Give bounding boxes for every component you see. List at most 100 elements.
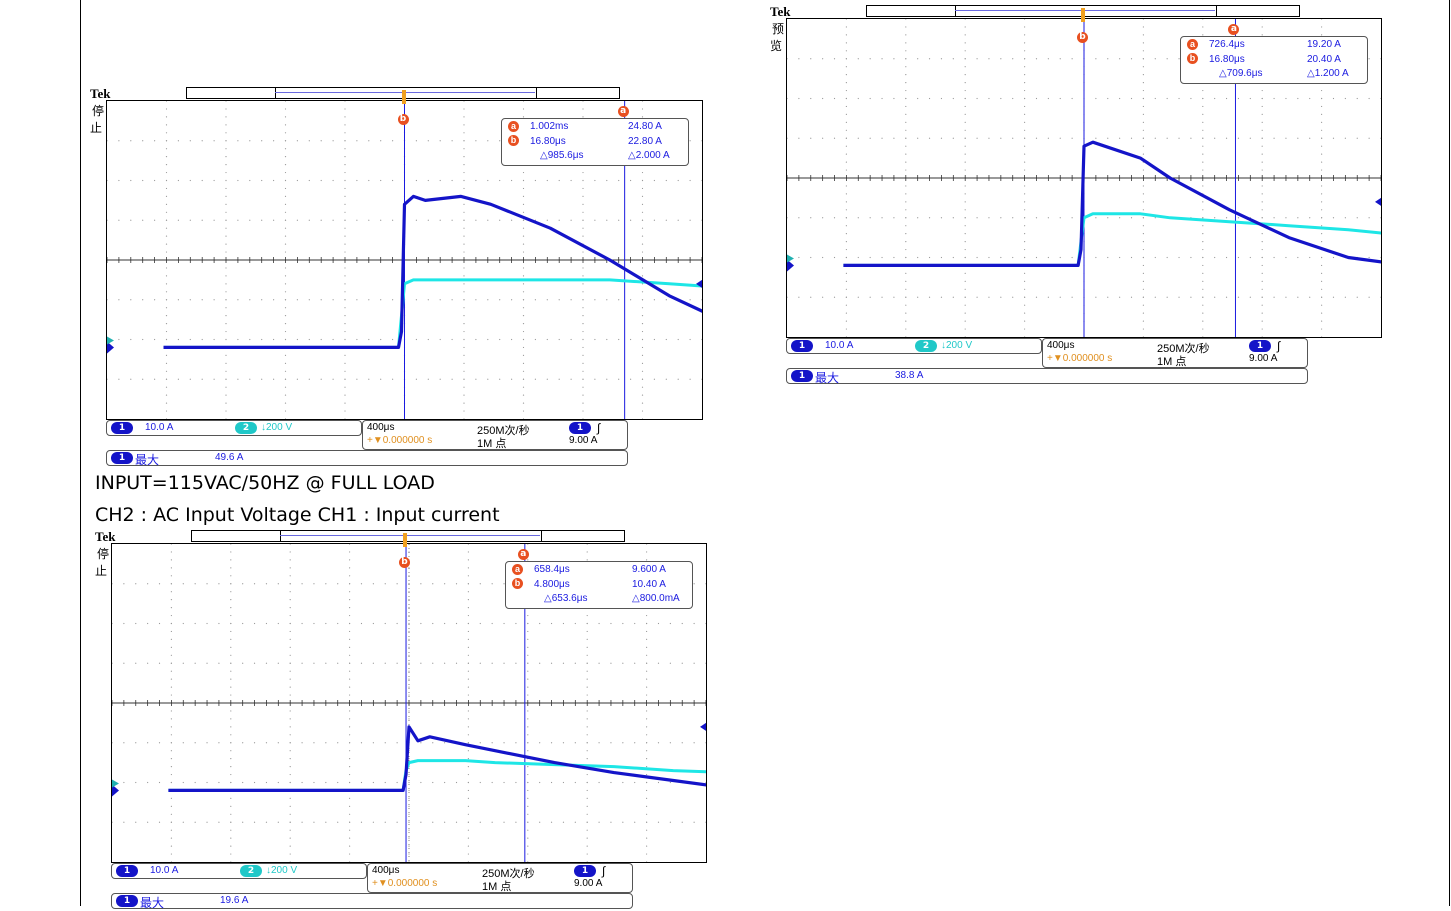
graticule-dot (1142, 312, 1144, 314)
graticule-dot (1024, 272, 1026, 274)
graticule-dot (693, 742, 695, 744)
graticule-dot (689, 219, 691, 221)
graticule-dot (1321, 241, 1323, 243)
graticule-dot (325, 781, 327, 784)
meas-channel-badge: 1 (116, 895, 138, 907)
graticule-dot (194, 622, 196, 625)
graticule-dot (165, 283, 168, 285)
graticule-dot (1024, 42, 1026, 44)
graticule-dot (1309, 137, 1311, 139)
graticule-dot (964, 137, 966, 139)
graticule-dot (135, 583, 137, 585)
graticule-dot (618, 338, 620, 341)
graticule-dot (988, 137, 990, 139)
graticule-dot (646, 614, 648, 617)
graticule-dot (1047, 296, 1049, 298)
cursor-a-marker: a (1228, 16, 1240, 35)
graticule-dot (1261, 137, 1263, 139)
graticule-dot (833, 97, 836, 100)
graticule-dot (1225, 97, 1228, 100)
graticule-dot (1237, 97, 1240, 100)
graticule-dot (420, 742, 422, 744)
graticule-dot (1321, 320, 1323, 322)
graticule-dot (669, 662, 671, 664)
graticule-dot (1035, 137, 1038, 139)
graticule-dot (845, 193, 847, 195)
graticule-dot (905, 19, 907, 20)
graticule-dot (230, 559, 232, 561)
graticule-dot (905, 82, 907, 84)
graticule-dot (964, 58, 966, 60)
graticule-dot (349, 583, 351, 585)
graticule-dot (1261, 217, 1263, 219)
graticule-dot (646, 662, 648, 664)
graticule-dot (467, 734, 469, 736)
graticule-dot (177, 179, 179, 182)
graticule-dot (1225, 217, 1228, 219)
graticule-dot (463, 219, 465, 221)
graticule-dot (261, 378, 263, 380)
graticule-dot (242, 622, 244, 625)
scope-title: Tek停止 (90, 86, 110, 136)
graticule-dot (822, 256, 824, 259)
graticule-dot (284, 267, 287, 269)
graticule-dot (1178, 137, 1180, 139)
graticule-dot (527, 622, 529, 625)
graticule-dot (194, 583, 196, 585)
graticule-dot (118, 179, 120, 182)
graticule-dot (225, 307, 227, 309)
timebase-status-box: 400μs +▼0.000000 s 250M次/秒 1M 点 1 ∫ 9.00 A (362, 420, 628, 450)
graticule-dot (289, 837, 291, 839)
measurement-box: 1 最大 38.8 A (786, 368, 1308, 385)
graticule-dot (467, 813, 469, 815)
ch2-scale: ↓200 V (266, 865, 298, 876)
graticule-dot (511, 338, 513, 341)
graticule-dot (833, 58, 836, 60)
graticule-dot (1321, 312, 1323, 314)
graticule-dot (527, 773, 529, 776)
graticule-dot (349, 638, 351, 640)
graticule-dot (225, 418, 227, 419)
graticule-dot (964, 320, 966, 322)
graticule-dot (669, 821, 671, 823)
graticule-dot (1024, 193, 1026, 195)
graticule-dot (798, 58, 800, 60)
graticule-dot (360, 662, 363, 664)
cursor-delta-value: △1.200 A (1307, 68, 1349, 79)
graticule-dot (646, 797, 648, 799)
graticule-dot (1344, 296, 1346, 298)
graticule-dot (582, 171, 584, 174)
graticule-dot (503, 662, 505, 664)
graticule-dot (432, 821, 434, 823)
graticule-dot (511, 219, 513, 221)
graticule-dot (586, 726, 588, 728)
graticule-dot (701, 179, 702, 182)
graticule-dot (308, 378, 310, 380)
graticule-dot (225, 402, 227, 404)
graticule-dot (165, 235, 168, 237)
graticule-dot (1237, 137, 1240, 139)
graticule-dot (798, 97, 800, 100)
graticule-dot (928, 217, 931, 219)
scope-title: Tek预览 (770, 4, 790, 54)
graticule-dot (337, 662, 339, 664)
graticule-dot (225, 362, 227, 364)
graticule-dot (158, 821, 161, 823)
graticule-dot (289, 742, 291, 744)
graticule-dot (487, 299, 489, 301)
graticule-dot (594, 219, 596, 221)
ch1-current-trace (843, 140, 1381, 267)
graticule-dot (273, 219, 275, 221)
graticule-dot (893, 58, 895, 60)
graticule-dot (582, 386, 584, 388)
graticule-dot (1000, 217, 1002, 219)
graticule-dot (107, 140, 108, 142)
graticule-dot (1261, 233, 1263, 235)
graticule-dot (451, 338, 453, 341)
graticule-dot (905, 312, 907, 314)
graticule-dot (165, 386, 168, 388)
graticule-dot (1142, 328, 1144, 330)
graticule-dot (225, 386, 227, 388)
graticule-dot (1095, 137, 1097, 139)
